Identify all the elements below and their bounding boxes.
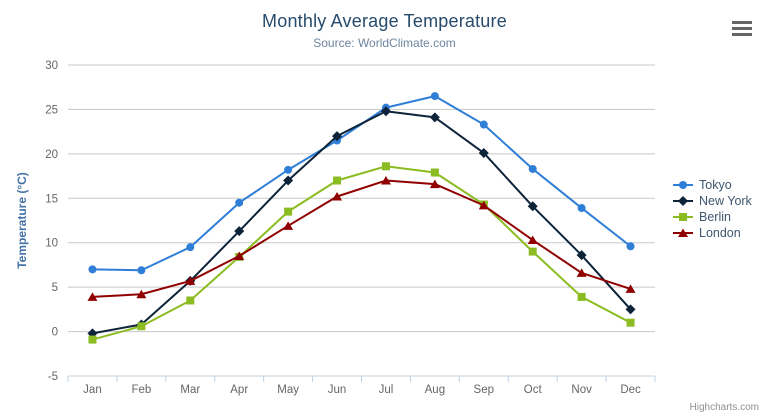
legend-marker-icon (673, 196, 693, 206)
data-point-marker[interactable] (430, 92, 439, 101)
data-point-marker[interactable] (88, 265, 97, 274)
hamburger-icon (732, 20, 752, 36)
data-point-marker[interactable] (626, 318, 635, 327)
data-point-marker[interactable] (332, 192, 343, 201)
data-point-marker[interactable] (527, 201, 538, 212)
series-line (91, 110, 632, 335)
data-point-marker[interactable] (678, 196, 688, 206)
x-axis-tick-label: Jun (328, 384, 347, 396)
x-axis-tick-label: Apr (230, 384, 248, 396)
x-axis-tick-label: Mar (180, 384, 200, 396)
data-point-marker[interactable] (234, 226, 245, 237)
legend-marker-icon (673, 228, 693, 238)
data-point-marker[interactable] (185, 276, 196, 285)
data-point-marker[interactable] (478, 147, 489, 158)
x-axis-tick-label: Jul (379, 384, 394, 396)
data-point-marker[interactable] (284, 165, 293, 174)
data-point-marker[interactable] (625, 284, 636, 293)
data-point-marker[interactable] (283, 221, 294, 230)
x-axis-tick-label: Sep (474, 384, 494, 396)
data-point-marker[interactable] (380, 106, 391, 117)
data-point-marker[interactable] (186, 296, 195, 305)
data-point-marker[interactable] (528, 247, 537, 256)
y-axis-tick-label: 5 (52, 282, 58, 294)
legend-label: Tokyo (699, 178, 732, 192)
data-point-marker[interactable] (186, 243, 195, 252)
y-axis-tick-label: 20 (45, 149, 58, 161)
data-point-marker[interactable] (429, 179, 440, 189)
data-point-marker[interactable] (528, 164, 537, 173)
data-point-marker[interactable] (626, 242, 635, 251)
legend-item-berlin[interactable]: Berlin (672, 209, 752, 225)
y-axis-tick-label: 0 (52, 327, 58, 339)
data-point-marker[interactable] (381, 162, 390, 171)
data-point-marker[interactable] (479, 120, 488, 129)
data-point-marker[interactable] (577, 292, 586, 301)
data-point-marker[interactable] (478, 200, 489, 210)
y-axis-tick-label: 10 (45, 238, 58, 250)
series-line (91, 95, 632, 272)
data-point-marker[interactable] (332, 131, 343, 142)
x-axis-tick-label: Oct (524, 384, 543, 396)
legend: Tokyo New York Berlin London (672, 177, 752, 241)
legend-item-london[interactable]: London (672, 225, 752, 241)
x-axis-tick-label: Jan (83, 384, 102, 396)
legend-item-new-york[interactable]: New York (672, 193, 752, 209)
legend-marker-icon (673, 213, 693, 221)
x-axis-tick-label: Feb (131, 384, 151, 396)
data-point-marker[interactable] (235, 198, 244, 207)
data-point-marker[interactable] (679, 181, 687, 189)
y-axis-title: Temperature (°C) (15, 172, 29, 269)
data-point-marker[interactable] (527, 235, 538, 245)
series-line (91, 179, 632, 298)
data-point-marker[interactable] (87, 292, 98, 301)
data-point-marker[interactable] (380, 176, 391, 185)
credits-link[interactable]: Highcharts.com (689, 402, 759, 413)
y-axis-tick-label: 15 (45, 193, 58, 205)
data-point-marker[interactable] (576, 268, 587, 277)
data-point-marker[interactable] (283, 175, 294, 186)
y-axis-tick-label: 25 (45, 104, 58, 116)
data-point-marker[interactable] (678, 228, 688, 238)
legend-label: London (699, 226, 741, 240)
data-point-marker[interactable] (577, 204, 586, 213)
data-point-marker[interactable] (429, 112, 440, 123)
x-axis-tick-label: Dec (620, 384, 641, 396)
series-tokyo[interactable] (88, 92, 635, 275)
y-axis-tick-label: -5 (48, 371, 58, 383)
legend-item-tokyo[interactable]: Tokyo (672, 177, 752, 193)
x-axis-tick-label: Aug (425, 384, 445, 396)
data-point-marker[interactable] (679, 213, 687, 221)
data-point-marker[interactable] (430, 168, 439, 177)
data-point-marker[interactable] (137, 322, 146, 331)
data-point-marker[interactable] (234, 251, 245, 261)
x-axis-tick-label: May (277, 384, 299, 396)
series-line (91, 165, 632, 341)
x-axis-tick-label: Nov (571, 384, 592, 396)
data-point-marker[interactable] (576, 250, 587, 261)
chart-title: Monthly Average Temperature (262, 11, 507, 31)
series-berlin[interactable] (88, 162, 635, 344)
data-point-marker[interactable] (333, 176, 342, 185)
chart-context-menu-button[interactable] (730, 17, 754, 39)
data-point-marker[interactable] (625, 304, 636, 315)
data-point-marker[interactable] (284, 207, 293, 216)
legend-marker-icon (673, 181, 693, 189)
data-point-marker[interactable] (88, 335, 97, 344)
legend-label: New York (699, 194, 752, 208)
chart-subtitle: Source: WorldClimate.com (313, 36, 456, 50)
legend-label: Berlin (699, 210, 731, 224)
data-point-marker[interactable] (137, 266, 146, 275)
series-london[interactable] (87, 176, 636, 301)
y-axis-tick-label: 30 (45, 60, 58, 72)
series-new-york[interactable] (87, 106, 636, 339)
data-point-marker[interactable] (136, 289, 147, 299)
